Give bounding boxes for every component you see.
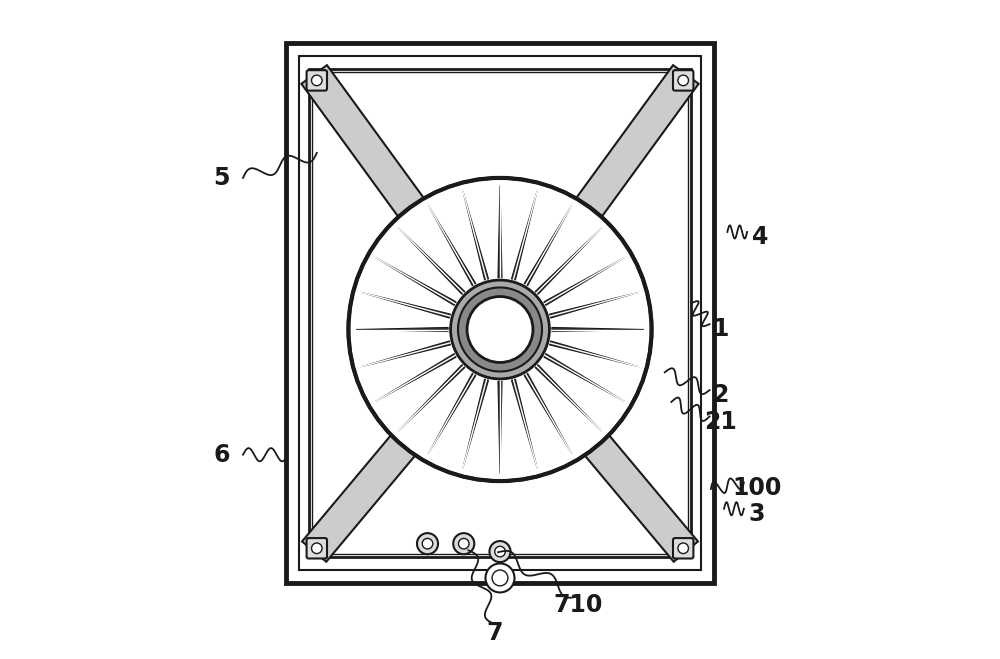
Polygon shape <box>428 374 476 454</box>
Bar <box>299 56 701 570</box>
Polygon shape <box>544 258 625 305</box>
Polygon shape <box>502 65 699 318</box>
Polygon shape <box>544 354 625 401</box>
Circle shape <box>312 543 322 554</box>
Polygon shape <box>524 205 572 285</box>
Polygon shape <box>463 190 489 280</box>
Text: 710: 710 <box>553 593 602 617</box>
Circle shape <box>678 75 688 86</box>
Text: 7: 7 <box>486 621 503 645</box>
Circle shape <box>492 570 508 586</box>
Bar <box>312 72 688 554</box>
FancyBboxPatch shape <box>673 538 693 559</box>
Text: 6: 6 <box>214 443 230 467</box>
Bar <box>309 69 691 557</box>
Circle shape <box>489 541 511 562</box>
Text: 5: 5 <box>214 166 230 190</box>
Polygon shape <box>302 337 497 561</box>
Polygon shape <box>535 364 602 432</box>
FancyBboxPatch shape <box>673 70 693 90</box>
Polygon shape <box>550 292 639 318</box>
Polygon shape <box>511 379 537 469</box>
Polygon shape <box>498 186 502 277</box>
Text: 21: 21 <box>704 410 737 434</box>
Polygon shape <box>428 205 476 285</box>
Circle shape <box>348 178 652 481</box>
Polygon shape <box>550 341 639 367</box>
Circle shape <box>678 543 688 554</box>
Text: 2: 2 <box>713 384 729 407</box>
Circle shape <box>422 538 433 549</box>
Text: 100: 100 <box>732 476 782 500</box>
Polygon shape <box>552 328 644 331</box>
Polygon shape <box>361 341 450 367</box>
Polygon shape <box>375 258 456 305</box>
Circle shape <box>451 280 549 379</box>
Circle shape <box>458 538 469 549</box>
Polygon shape <box>503 337 698 561</box>
Circle shape <box>467 297 533 362</box>
Polygon shape <box>361 292 450 318</box>
FancyBboxPatch shape <box>307 70 327 90</box>
Polygon shape <box>498 382 502 473</box>
Polygon shape <box>524 374 572 454</box>
Bar <box>286 43 714 583</box>
Polygon shape <box>301 65 498 318</box>
Polygon shape <box>356 328 448 331</box>
Polygon shape <box>398 227 465 295</box>
Circle shape <box>453 533 474 554</box>
Polygon shape <box>535 227 602 295</box>
Circle shape <box>486 563 514 592</box>
Text: 3: 3 <box>749 502 765 526</box>
Polygon shape <box>463 379 489 469</box>
Circle shape <box>458 287 542 372</box>
Polygon shape <box>375 354 456 401</box>
Polygon shape <box>398 364 465 432</box>
Text: 1: 1 <box>713 318 729 341</box>
Circle shape <box>312 75 322 86</box>
Polygon shape <box>511 190 537 280</box>
Text: 4: 4 <box>752 225 768 249</box>
Circle shape <box>417 533 438 554</box>
FancyBboxPatch shape <box>307 538 327 559</box>
Circle shape <box>495 546 505 557</box>
